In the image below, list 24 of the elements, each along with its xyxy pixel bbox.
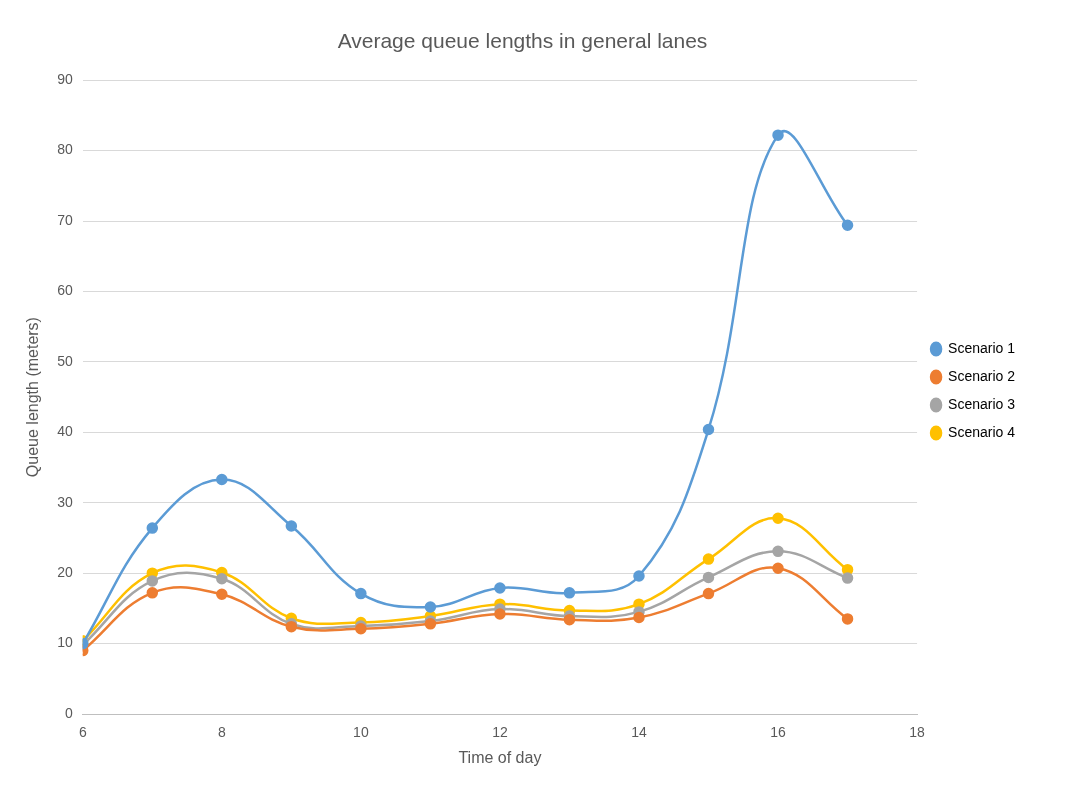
legend-label: Scenario 2 (948, 367, 1016, 384)
x-tick-label: 16 (770, 724, 787, 741)
x-tick-label: 8 (217, 724, 226, 741)
y-tick-label: 80 (57, 141, 73, 158)
x-tick-label: 14 (631, 724, 647, 741)
y-tick-label: 60 (57, 282, 73, 299)
y-tick-label: 90 (57, 71, 73, 88)
y-tick-label: 0 (64, 704, 73, 721)
x-tick-label: 12 (492, 724, 508, 741)
y-tick-label: 20 (57, 564, 73, 581)
legend-label: Scenario 3 (948, 395, 1016, 412)
chart-title: Average queue lengths in general lanes (337, 29, 708, 53)
y-tick-label: 10 (57, 634, 73, 651)
x-tick-label: 18 (909, 724, 926, 741)
y-tick-label: 50 (57, 352, 73, 369)
x-tick-label: 10 (353, 724, 369, 741)
y-tick-label: 70 (57, 211, 73, 228)
y-tick-label: 40 (57, 423, 73, 440)
y-axis-title: Queue length (meters) (24, 317, 42, 478)
legend-label: Scenario 1 (948, 339, 1016, 356)
x-tick-label: 6 (78, 724, 87, 741)
y-tick-label: 30 (57, 493, 73, 510)
legend-label: Scenario 4 (948, 423, 1016, 440)
x-axis-title: Time of day (458, 748, 542, 766)
